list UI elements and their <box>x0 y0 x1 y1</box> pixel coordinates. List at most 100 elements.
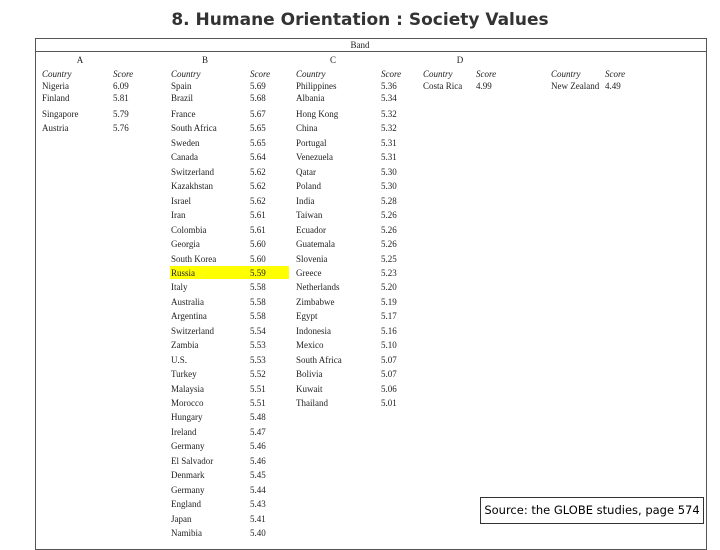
header-rule <box>35 51 707 52</box>
score: 5.60 <box>250 239 266 250</box>
score: 5.32 <box>381 109 397 119</box>
country: Taiwan <box>296 210 323 221</box>
country: Costa Rica <box>423 81 463 91</box>
score: 5.32 <box>381 123 397 134</box>
score: 5.16 <box>381 325 397 336</box>
score: 5.45 <box>250 470 266 481</box>
country: England <box>171 499 201 510</box>
score: 5.52 <box>250 369 266 380</box>
country: Thailand <box>296 398 328 408</box>
country: Philippines <box>296 81 337 91</box>
country: South Africa <box>171 123 217 134</box>
score: 5.48 <box>250 412 266 423</box>
column-header: Score <box>476 69 497 79</box>
table-frame <box>35 38 707 550</box>
country: Japan <box>171 513 192 524</box>
score: 5.41 <box>250 513 266 524</box>
country: Germany <box>171 441 205 452</box>
column-header: Country <box>171 69 201 79</box>
score: 5.34 <box>381 93 397 103</box>
score: 5.30 <box>381 181 397 192</box>
country: Mexico <box>296 340 324 351</box>
score: 5.53 <box>250 340 266 351</box>
score: 5.01 <box>381 398 397 408</box>
column-header: Country <box>423 69 453 79</box>
country: Malaysia <box>171 383 204 394</box>
country: Iran <box>171 210 186 221</box>
score: 4.99 <box>476 81 492 91</box>
score: 5.68 <box>250 93 266 103</box>
score: 5.26 <box>381 224 397 235</box>
country: Morocco <box>171 398 204 408</box>
score: 5.64 <box>250 152 266 163</box>
column-header: Country <box>296 69 326 79</box>
country: Kuwait <box>296 383 323 394</box>
score: 5.17 <box>381 311 397 322</box>
score: 5.79 <box>113 109 129 119</box>
country: Finland <box>42 93 70 103</box>
country: Switzerland <box>171 325 214 336</box>
score: 5.58 <box>250 282 266 293</box>
country: India <box>296 195 315 206</box>
score: 5.60 <box>250 253 266 264</box>
column-header: Score <box>113 69 134 79</box>
score: 5.43 <box>250 499 266 510</box>
country: Kazakhstan <box>171 181 213 192</box>
country: Ireland <box>171 426 197 437</box>
score: 5.65 <box>250 123 266 134</box>
country: Albania <box>296 93 325 103</box>
score: 5.67 <box>250 109 266 119</box>
country: Netherlands <box>296 282 340 293</box>
country: Australia <box>171 296 204 307</box>
score: 4.49 <box>605 81 621 91</box>
country: Italy <box>171 282 188 293</box>
score: 5.65 <box>250 137 266 148</box>
source-note: Source: the GLOBE studies, page 574 <box>480 497 704 524</box>
country: South Africa <box>296 354 342 365</box>
score: 5.28 <box>381 195 397 206</box>
score: 5.69 <box>250 81 266 91</box>
country: Greece <box>296 267 322 278</box>
score: 5.47 <box>250 426 266 437</box>
score: 5.36 <box>381 81 397 91</box>
country: Georgia <box>171 239 200 250</box>
score: 5.51 <box>250 383 266 394</box>
band-label: A <box>76 55 84 65</box>
score: 5.23 <box>381 267 397 278</box>
country: Singapore <box>42 109 79 119</box>
title: 8. Humane Orientation : Society Values <box>171 10 549 30</box>
country: Argentina <box>171 311 207 322</box>
country: Sweden <box>171 137 200 148</box>
score: 5.58 <box>250 311 266 322</box>
country: Slovenia <box>296 253 328 264</box>
score: 5.51 <box>250 398 266 408</box>
band-label: B <box>201 55 208 65</box>
country: Poland <box>296 181 322 192</box>
score: 5.31 <box>381 137 397 148</box>
country: Hungary <box>171 412 203 423</box>
row-highlight <box>170 265 289 279</box>
country: Egypt <box>296 311 318 322</box>
score: 5.46 <box>250 441 266 452</box>
country: China <box>296 123 318 134</box>
country: Turkey <box>171 369 197 380</box>
country: Canada <box>171 152 198 163</box>
country: Guatemala <box>296 239 335 250</box>
country: Germany <box>171 484 205 495</box>
score: 5.26 <box>381 210 397 221</box>
column-header: Score <box>605 69 626 79</box>
country: Austria <box>42 123 69 134</box>
column-header: Score <box>250 69 271 79</box>
country: Venezuela <box>296 152 333 163</box>
score: 5.54 <box>250 325 266 336</box>
country: Denmark <box>171 470 205 481</box>
score: 5.46 <box>250 455 266 466</box>
column-header: Score <box>381 69 402 79</box>
score: 5.19 <box>381 296 397 307</box>
country: Russia <box>171 267 196 278</box>
country: France <box>171 109 196 119</box>
country: Indonesia <box>296 325 331 336</box>
score: 5.25 <box>381 253 397 264</box>
country: Qatar <box>296 166 316 177</box>
